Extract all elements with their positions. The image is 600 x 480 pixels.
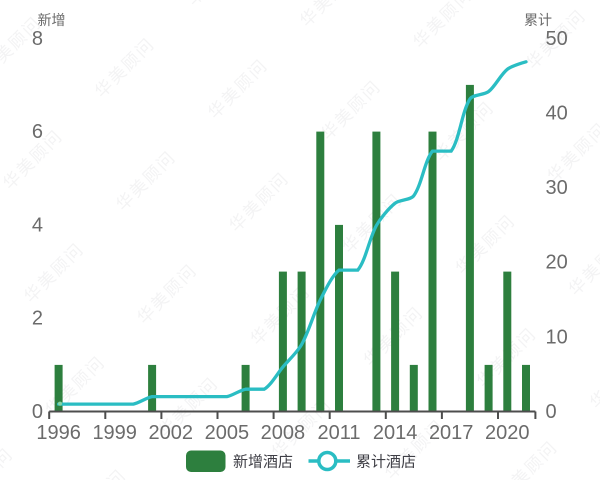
svg-text:新增: 新增 bbox=[38, 12, 66, 28]
svg-text:2002: 2002 bbox=[149, 422, 194, 444]
svg-text:4: 4 bbox=[32, 214, 43, 236]
svg-text:2008: 2008 bbox=[261, 422, 306, 444]
svg-text:40: 40 bbox=[546, 102, 568, 124]
svg-text:累计酒店: 累计酒店 bbox=[356, 454, 416, 471]
svg-text:10: 10 bbox=[546, 326, 568, 348]
svg-text:2: 2 bbox=[32, 308, 43, 330]
svg-text:0: 0 bbox=[546, 401, 557, 423]
svg-text:2020: 2020 bbox=[485, 422, 530, 444]
svg-text:20: 20 bbox=[546, 252, 568, 274]
svg-text:新增酒店: 新增酒店 bbox=[233, 454, 293, 471]
svg-text:0: 0 bbox=[32, 401, 43, 423]
svg-text:1996: 1996 bbox=[36, 422, 81, 444]
svg-text:8: 8 bbox=[32, 28, 43, 50]
svg-text:1999: 1999 bbox=[92, 422, 137, 444]
svg-text:2014: 2014 bbox=[373, 422, 418, 444]
svg-text:2011: 2011 bbox=[317, 422, 360, 444]
svg-text:累计: 累计 bbox=[524, 12, 552, 28]
svg-text:50: 50 bbox=[546, 28, 568, 50]
svg-text:2017: 2017 bbox=[429, 422, 474, 444]
svg-text:30: 30 bbox=[546, 177, 568, 199]
svg-text:6: 6 bbox=[32, 121, 43, 143]
svg-text:2005: 2005 bbox=[205, 422, 250, 444]
